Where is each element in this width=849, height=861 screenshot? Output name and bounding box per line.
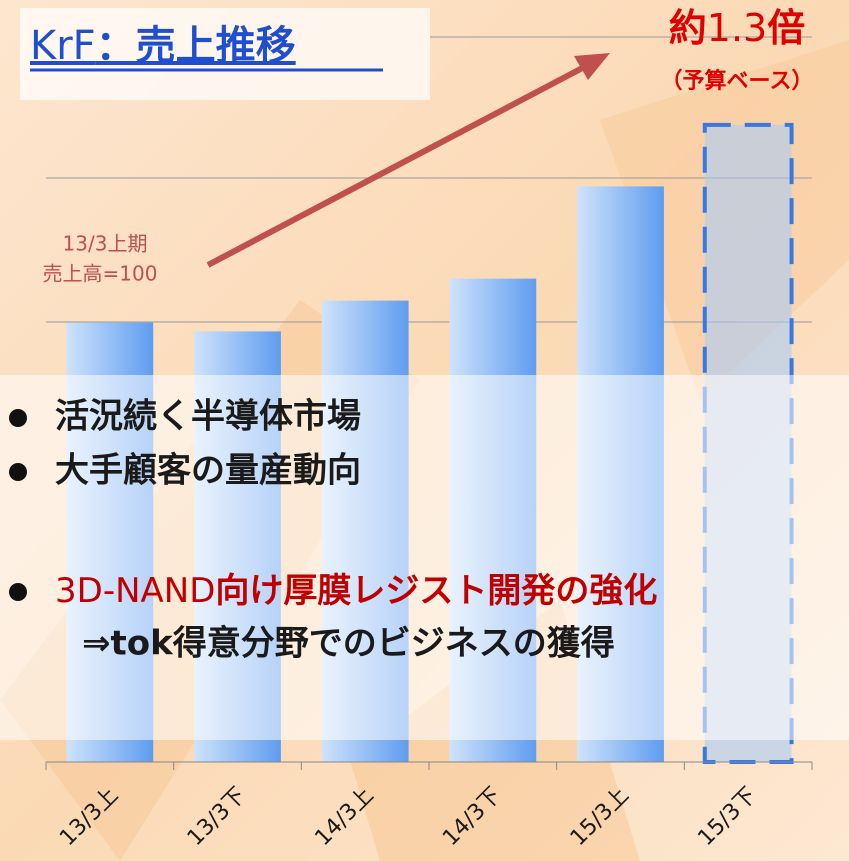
highlight-text: 向け厚膜レジスト開発の強化 [215, 571, 657, 611]
arrow-head [574, 53, 610, 80]
base-note: 売上高=100 [43, 262, 158, 286]
sub-bullet: ⇒tok得意分野でのビジネスの獲得 [82, 624, 615, 664]
grid [46, 36, 812, 323]
base-note: 13/3上期 [63, 232, 148, 256]
bullet: 大手顧客の量産動向 [55, 451, 361, 491]
chart-title: KrF：売上推移 [30, 23, 296, 69]
ratio-number: 1.3 [707, 6, 767, 50]
title-prefix: KrF [30, 23, 96, 69]
title-main: ：売上推移 [96, 23, 296, 69]
bullet-dot [9, 583, 27, 601]
ratio-note: （予算ベース） [661, 68, 814, 94]
arrow [206, 61, 592, 268]
bullet-dot [9, 409, 27, 427]
text-backdrop [0, 375, 849, 740]
ratio-suffix: 倍 [767, 6, 805, 50]
title-backdrop [20, 8, 430, 100]
ratio: 約1.3倍 [669, 6, 805, 50]
bullet: 活況続く半導体市場 [55, 397, 361, 437]
ratio-prefix: 約 [669, 6, 707, 50]
highlight-prefix: 3D-NAND [55, 571, 215, 611]
bullets: 活況続く半導体市場 大手顧客の量産動向 3D-NAND向け厚膜レジスト開発の強化… [9, 397, 657, 664]
bullet-dot [9, 463, 27, 481]
highlight-bullet: 3D-NAND向け厚膜レジスト開発の強化 [55, 571, 657, 611]
